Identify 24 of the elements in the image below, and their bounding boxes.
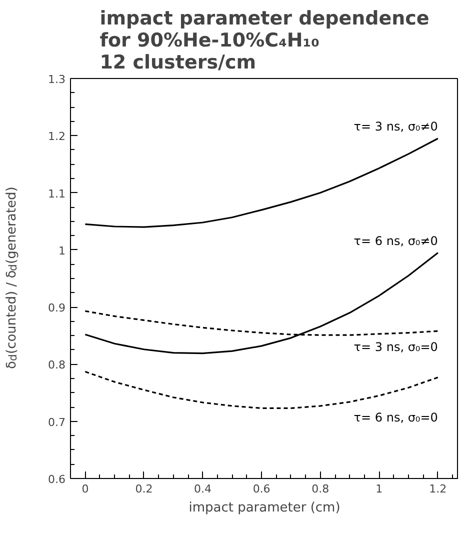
x-tick-label: 0.2	[135, 482, 153, 496]
y-tick-label: 1.1	[48, 187, 66, 200]
y-tick-label: 1.2	[48, 130, 66, 144]
y-tick-label: 0.9	[48, 302, 66, 315]
y-tick-label: 0.6	[48, 473, 66, 486]
x-tick-label: 0.4	[194, 482, 212, 496]
series-label: τ= 6 ns, σ₀≠0	[354, 234, 438, 248]
series-label: τ= 6 ns, σ₀=0	[354, 410, 438, 425]
series-label: τ= 3 ns, σ₀=0	[354, 340, 438, 354]
x-tick-label: 0	[82, 482, 89, 496]
line-series	[84, 370, 439, 410]
y-tick-label: 1	[58, 244, 66, 258]
line-series	[84, 138, 439, 228]
line-series	[84, 252, 439, 354]
x-tick-label: 1	[376, 482, 383, 496]
y-tick-label: 1.3	[48, 73, 66, 86]
x-tick-label: 1.2	[429, 482, 447, 496]
x-axis-title: impact parameter (cm)	[188, 500, 340, 516]
x-tick-label: 0.8	[312, 482, 330, 496]
x-tick-label: 0.6	[252, 482, 270, 496]
y-tick-label: 0.7	[48, 416, 66, 429]
y-tick-label: 0.8	[48, 358, 66, 372]
series-label: τ= 3 ns, σ₀≠0	[354, 120, 438, 134]
chart-title: impact parameter dependence for 90%He-10%C₄H₁₀ 12 clusters/cm	[100, 8, 430, 74]
